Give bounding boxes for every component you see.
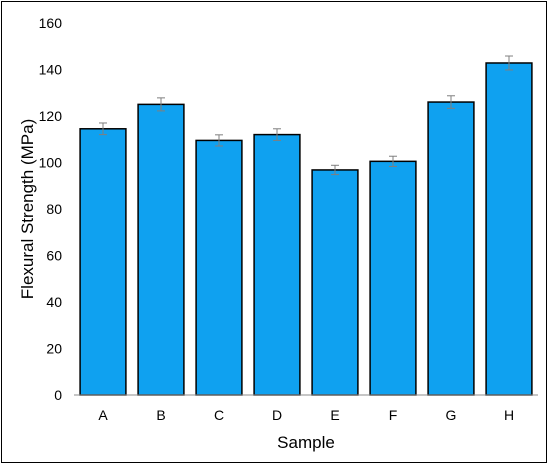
bar-D [253,133,301,396]
y-tick-label: 60 [46,248,62,264]
error-bar-G [447,95,455,109]
bar-B [137,103,185,396]
y-tick-label: 80 [46,201,62,217]
error-bar-A [99,122,107,136]
x-tick-labels: A B C D E F G H [98,407,514,423]
error-bars [99,55,513,176]
y-tick-labels: 0 20 40 60 80 100 120 140 160 [39,15,63,403]
x-tick-label: C [214,407,224,423]
y-tick-label: 20 [46,341,62,357]
bar-A [79,128,127,396]
x-tick-label: F [389,407,398,423]
x-tick-label: B [156,407,165,423]
x-tick-label: D [272,407,282,423]
error-bar-E [331,164,339,176]
bars [79,62,533,396]
bar-E [311,169,359,396]
y-tick-label: 0 [54,387,62,403]
x-tick-label: A [98,407,108,423]
x-axis-title: Sample [277,433,335,452]
y-tick-label: 100 [39,155,63,171]
y-axis-title: Flexural Strength (MPa) [18,119,37,299]
bar-G [427,101,475,396]
error-bar-D [273,128,281,141]
y-tick-label: 160 [39,15,63,31]
x-tick-label: G [446,407,457,423]
y-tick-label: 120 [39,108,63,124]
error-bar-B [157,97,165,112]
bar-H [485,62,533,396]
y-tick-label: 140 [39,62,63,78]
x-tick-label: H [504,407,514,423]
error-bar-H [505,55,513,71]
error-bar-F [389,155,397,167]
x-tick-label: E [330,407,339,423]
bar-F [369,160,417,396]
y-tick-label: 40 [46,294,62,310]
error-bar-C [215,134,223,147]
bar-C [195,139,243,396]
